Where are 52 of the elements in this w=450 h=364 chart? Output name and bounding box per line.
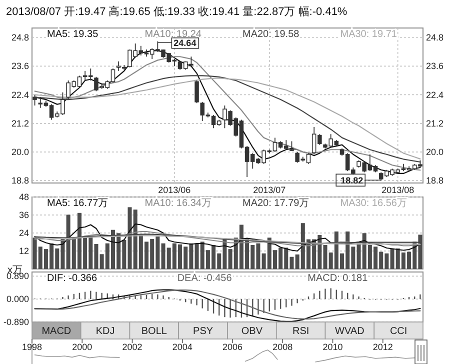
text: MA20: 17.79万: [242, 198, 310, 209]
x-tick-label: 2008: [272, 342, 293, 352]
y2-tick-label: 24.8: [426, 32, 444, 43]
y-tick-label: 23.6: [11, 61, 29, 72]
y-tick-label: 21.2: [11, 118, 29, 128]
text: WVAD: [335, 326, 364, 337]
y-tick-label: 0.000: [6, 294, 29, 304]
annotation: 18.82: [340, 176, 364, 186]
series-label: DEA: -0.456: [177, 273, 232, 284]
chart-title: 2013/08/07 开:19.47 高:19.65 低:19.33 收:19.41 量:22.87万 幅:-0.41%: [6, 5, 348, 18]
text: RSI: [292, 326, 310, 337]
y2-tick-label: 20.0: [426, 147, 444, 157]
text: PSY: [193, 326, 214, 337]
series-label: MACD: 0.181: [308, 273, 368, 284]
y-tick-label: 48: [18, 192, 29, 202]
x-tick-label: 2013/06: [158, 185, 191, 195]
text: OBV: [241, 326, 263, 337]
x-tick-label: 2002: [122, 342, 142, 352]
text: MA10: 19.24: [144, 29, 202, 40]
text: MA30: 16.56万: [340, 198, 407, 209]
y2-tick-label: 18.8: [426, 176, 444, 186]
y-tick-label: -0.890: [3, 317, 29, 327]
y-tick-label: 18.8: [11, 176, 29, 186]
x-tick-label: 2012: [372, 342, 393, 352]
y-tick-label: 24.8: [11, 32, 29, 43]
text: MA20: 19.58: [242, 29, 300, 40]
x-tick-label: 2010: [322, 342, 343, 352]
series-label: DIF: -0.366: [47, 273, 98, 284]
y2-tick-label: 21.2: [426, 118, 444, 128]
text: MA5: 19.35: [47, 29, 99, 40]
x-tick-label: 2013/07: [253, 185, 286, 195]
x-tick-label: 2004: [172, 342, 192, 352]
text: CCI: [390, 326, 408, 337]
x-tick-label: 1998: [22, 342, 42, 352]
x-tick-label: 2013/08: [382, 185, 414, 195]
y-tick-label: 0.890: [6, 271, 29, 282]
y-tick-label: 22.4: [11, 90, 29, 100]
text: MA5: 16.77万: [47, 198, 108, 209]
annotation: 24.64: [174, 38, 196, 48]
text: MACD: [42, 326, 72, 337]
x-tick-label: 2000: [72, 342, 92, 352]
y-tick-label: 24: [18, 228, 29, 238]
y2-tick-label: 23.6: [426, 61, 444, 72]
text: MA30: 19.71: [340, 29, 398, 40]
y-tick-label: 12: [18, 246, 29, 256]
y2-tick-label: 22.4: [426, 90, 444, 100]
text: BOLL: [141, 326, 168, 337]
y-tick-label: 20.0: [11, 147, 29, 157]
text: KDJ: [96, 326, 115, 337]
y-tick-label: 36: [18, 210, 29, 220]
x-tick-label: 2006: [222, 342, 243, 352]
text: MA10: 16.34万: [144, 198, 212, 209]
